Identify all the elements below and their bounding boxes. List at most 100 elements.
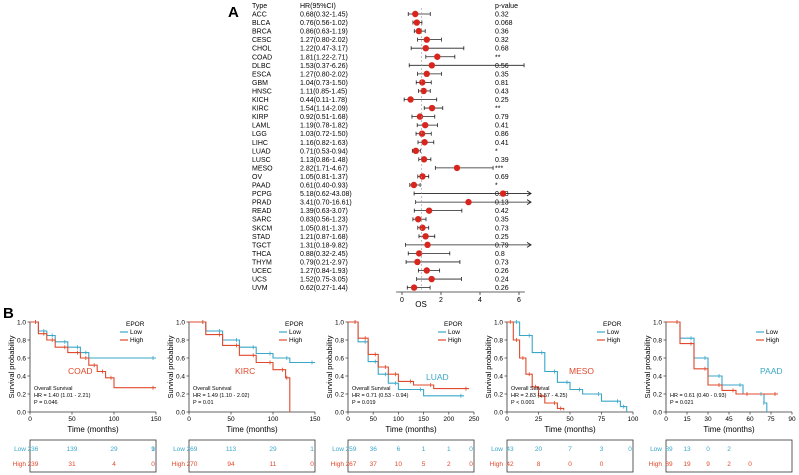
km-risk-count: 8	[537, 461, 541, 468]
km-risk-count: 259	[346, 446, 357, 453]
forest-x-tick-label: 4	[478, 297, 482, 304]
km-risk-count: 4	[112, 461, 116, 468]
km-risk-count: 43	[506, 446, 514, 453]
forest-hr-point	[428, 62, 436, 69]
km-legend-label-high: High	[766, 337, 780, 344]
forest-plot: A Type HR(95%CI) p-value ACC 0.68(0.32-1.…	[228, 3, 532, 309]
forest-hr-point	[415, 27, 422, 35]
km-risk-count: 0	[469, 461, 473, 468]
forest-hr-point	[418, 130, 426, 137]
forest-row-hr: 1.04(0.73-1.50)	[300, 80, 348, 87]
km-curve-low	[30, 321, 156, 359]
forest-row-type: UVM	[252, 285, 268, 292]
forest-row-hr: 0.44(0.11-1.78)	[300, 97, 347, 104]
km-x-tick-label: 100	[268, 416, 279, 423]
km-cancer-label: KIRC	[235, 366, 255, 376]
km-risk-count: 20	[535, 446, 543, 453]
forest-hr-point	[419, 224, 426, 231]
km-x-tick-label: 0	[505, 416, 509, 423]
forest-hr-point	[416, 113, 424, 120]
forest-row-type: HNSC	[252, 88, 272, 95]
km-stat-line: Overall Survival	[511, 386, 550, 392]
km-legend-label-low: Low	[289, 329, 301, 336]
km-x-tick-label: 25	[535, 416, 543, 423]
forest-hr-point	[423, 36, 430, 43]
km-risk-count: 0	[310, 461, 314, 468]
km-risk-row-label: High	[172, 461, 186, 468]
km-risk-count: 89	[665, 446, 673, 453]
km-risk-row-label: High	[13, 461, 27, 468]
forest-row-pvalue: 0.25	[495, 234, 509, 241]
forest-row-pvalue: 0.81	[495, 80, 509, 87]
forest-row-hr: 0.68(0.32-1.45)	[300, 12, 348, 19]
forest-row-hr: 0.88(0.32-2.45)	[300, 251, 348, 258]
forest-hr-point	[420, 156, 428, 163]
forest-row-hr: 1.11(0.85-1.45)	[300, 88, 347, 95]
km-y-tick-label: 1.0	[653, 320, 662, 327]
forest-row-pvalue: **	[495, 54, 501, 61]
forest-row-type: BRCA	[252, 29, 272, 36]
km-y-tick-label: 0.4	[494, 374, 503, 381]
km-risk-count: 11	[270, 461, 277, 468]
km-y-tick-label: 0.8	[17, 338, 26, 345]
forest-row-pvalue: 0.79	[495, 242, 509, 249]
km-curve-high	[666, 321, 778, 395]
km-legend-title: EPOR	[285, 321, 304, 328]
forest-row-hr: 1.21(0.87-1.68)	[300, 234, 348, 241]
km-stat-line: Overall Survival	[193, 386, 232, 392]
forest-row-hr: 0.92(0.51-1.68)	[300, 114, 348, 121]
forest-row-pvalue: 0.43	[495, 88, 509, 95]
forest-row-hr: 1.54(1.14-2.09)	[300, 106, 348, 113]
km-y-tick-label: 1.0	[494, 320, 503, 327]
forest-row-hr: 0.79(0.21-2.97)	[300, 259, 348, 266]
km-y-tick-label: 1.0	[17, 320, 26, 327]
km-risk-row-label: High	[490, 461, 504, 468]
forest-row-type: OV	[252, 174, 262, 181]
forest-hr-point	[423, 70, 430, 78]
km-risk-count: 0	[600, 461, 604, 468]
km-risk-count: 0	[568, 461, 572, 468]
km-plot-paad: Survival probability 0.0 0.2 0.4 0.6 0.8 1.0 0 1…	[643, 320, 796, 473]
forest-row-hr: 1.05(0.81-1.37)	[300, 174, 348, 181]
km-legend-label-high: High	[289, 337, 303, 344]
forest-hr-point	[434, 53, 441, 60]
panel-b-label: B	[3, 305, 14, 322]
forest-row-type: LAML	[252, 123, 270, 130]
km-x-tick-label: 150	[418, 416, 429, 423]
forest-row-pvalue: 0.41	[495, 140, 509, 147]
forest-row-pvalue: *	[495, 183, 498, 190]
forest-row-pvalue: 0.73	[495, 259, 509, 266]
panel-a-label: A	[228, 4, 239, 21]
km-risk-count: 19	[683, 461, 691, 468]
forest-row-hr: 1.19(0.78-1.82)	[300, 123, 348, 130]
km-curve-high	[348, 321, 469, 390]
km-stat-line: HR = 0.61 (0.40 - 0.93)	[670, 393, 727, 399]
forest-row-type: LUAD	[252, 148, 271, 155]
km-x-tick-label: 75	[598, 416, 606, 423]
km-risk-table	[188, 439, 316, 473]
forest-ci-arrow	[526, 241, 532, 248]
km-risk-count: 139	[67, 446, 78, 453]
km-curve-high	[507, 321, 565, 411]
km-legend-title: EPOR	[603, 321, 622, 328]
forest-row-hr: 1.27(0.84-1.93)	[300, 268, 348, 275]
forest-row-hr: 1.13(0.86-1.48)	[300, 157, 348, 164]
km-risk-count: 1	[422, 446, 426, 453]
forest-row-hr: 1.31(0.18-9.82)	[300, 242, 348, 249]
forest-row-type: CESC	[252, 37, 271, 44]
forest-row-pvalue: 0.35	[495, 71, 509, 78]
forest-hr-point	[424, 241, 431, 249]
forest-row-pvalue: 0.24	[495, 277, 509, 284]
forest-hr-point	[415, 250, 423, 257]
km-stat-line: P = 0.019	[352, 400, 376, 406]
forest-row-type: ACC	[252, 12, 267, 19]
km-stat-line: HR = 1.40 (1.01 - 2.21)	[34, 393, 91, 399]
forest-row-type: LIHC	[252, 140, 268, 147]
km-risk-count: 0	[706, 446, 710, 453]
km-risk-count: 2	[447, 461, 451, 468]
km-risk-table	[347, 439, 475, 473]
km-risk-row-label: Low	[491, 446, 503, 453]
forest-row-type: UCS	[252, 277, 267, 284]
forest-hr-point	[453, 164, 461, 172]
forest-header-hr: HR(95%CI)	[300, 3, 336, 10]
